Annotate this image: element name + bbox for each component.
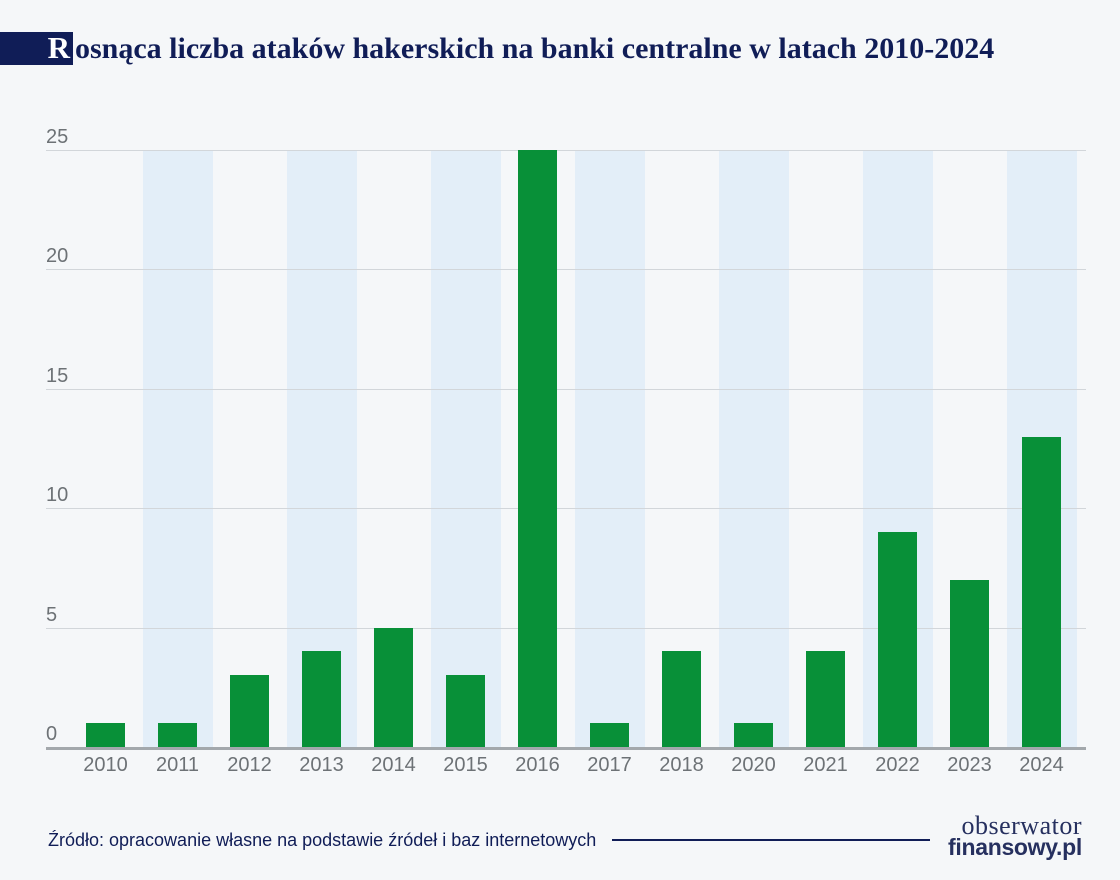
bar-2018[interactable] [662,651,701,747]
bar-2022[interactable] [878,532,917,747]
x-axis-label-2010: 2010 [83,754,128,776]
x-axis-label-2012: 2012 [227,754,272,776]
bar-2010[interactable] [86,723,125,747]
logo-line-finansowy: finansowy.pl [948,834,1082,860]
bar-2020[interactable] [734,723,773,747]
y-tick-label: 20 [46,245,69,268]
x-axis-label-2017: 2017 [587,754,632,776]
x-axis-label-2021: 2021 [803,754,848,776]
y-tick-label: 5 [46,603,58,626]
title-text: osnąca liczba ataków hakerskich na banki… [75,32,995,65]
x-axis-label-2018: 2018 [659,754,704,776]
bar-2023[interactable] [950,579,989,747]
gridline [46,508,1086,510]
y-tick-label: 15 [46,364,69,387]
column-band [286,150,357,747]
title-initial-box: R [0,32,73,65]
column-band [574,150,645,747]
y-tick-label: 0 [46,723,58,745]
x-axis-label-2015: 2015 [443,754,488,776]
column-band [718,150,789,747]
y-tick-label: 25 [46,126,69,148]
x-axis-label-2023: 2023 [947,754,992,776]
gridline [46,388,1086,390]
bar-2014[interactable] [374,627,413,747]
x-axis-label-2014: 2014 [371,754,416,776]
x-axis-label-2024: 2024 [1019,754,1064,776]
publisher-logo[interactable]: obserwator finansowy.pl [948,811,1082,860]
x-axis-line [46,747,1086,750]
x-axis-label-2016: 2016 [515,754,560,776]
x-axis-label-2013: 2013 [299,754,344,776]
bar-2015[interactable] [446,675,485,747]
gridline [46,627,1086,629]
column-band [430,150,501,747]
bar-2016[interactable] [518,150,557,747]
bar-2011[interactable] [158,723,197,747]
title-initial-letter: R [47,30,70,65]
gridline [46,150,1086,151]
bar-2013[interactable] [302,651,341,747]
column-band [142,150,213,747]
gridline [46,269,1086,271]
footer-divider-line [612,839,930,841]
source-note: Źródło: opracowanie własne na podstawie … [48,830,597,850]
logo-line-obserwator: obserwator [961,811,1082,840]
bar-2021[interactable] [806,651,845,747]
x-axis-label-2011: 2011 [155,754,199,776]
x-axis-label-2020: 2020 [731,754,776,776]
bar-2024[interactable] [1022,436,1061,747]
page-title: R osnąca liczba ataków hakerskich na ban… [0,32,994,65]
y-tick-label: 10 [46,484,69,507]
bar-2012[interactable] [230,675,269,747]
x-axis-label-2022: 2022 [875,754,920,776]
bar-2017[interactable] [590,723,629,747]
